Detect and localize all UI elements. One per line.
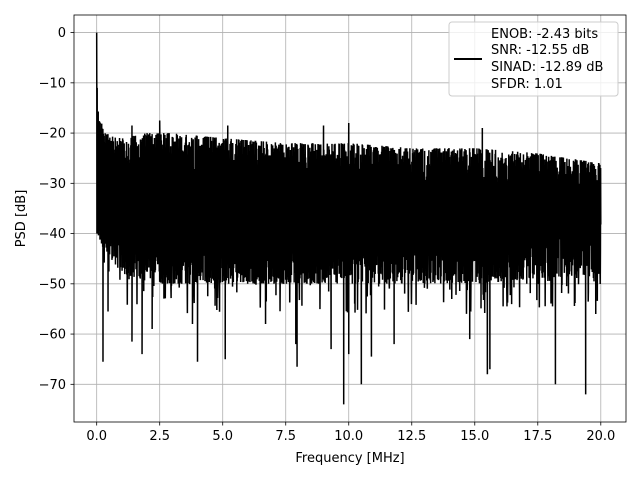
x-tick-label: 20.0 <box>586 429 615 444</box>
y-tick-label: −40 <box>39 227 66 242</box>
x-tick-label: 12.5 <box>397 429 426 444</box>
y-tick-label: 0 <box>58 26 66 41</box>
x-tick-label: 7.5 <box>275 429 296 444</box>
y-tick-label: −10 <box>39 76 66 91</box>
x-axis-label: Frequency [MHz] <box>295 451 404 466</box>
x-tick-label: 17.5 <box>523 429 552 444</box>
y-axis-label: PSD [dB] <box>14 190 29 248</box>
y-tick-label: −60 <box>39 328 66 343</box>
legend: ENOB: -2.43 bits SNR: -12.55 dB SINAD: -… <box>449 22 618 96</box>
legend-line-snr: SNR: -12.55 dB <box>491 43 589 58</box>
x-tick-label: 15.0 <box>460 429 489 444</box>
x-tick-label: 0.0 <box>86 429 107 444</box>
x-tick-label: 10.0 <box>334 429 363 444</box>
y-tick-label: −20 <box>39 127 66 142</box>
y-tick-label: −30 <box>39 177 66 192</box>
legend-line-sinad: SINAD: -12.89 dB <box>491 60 603 75</box>
y-tick-label: −70 <box>39 378 66 393</box>
legend-line-enob: ENOB: -2.43 bits <box>491 27 598 42</box>
y-tick-label: −50 <box>39 277 66 292</box>
x-tick-label: 2.5 <box>149 429 170 444</box>
x-tick-label: 5.0 <box>212 429 233 444</box>
legend-line-sfdr: SFDR: 1.01 <box>491 77 563 92</box>
